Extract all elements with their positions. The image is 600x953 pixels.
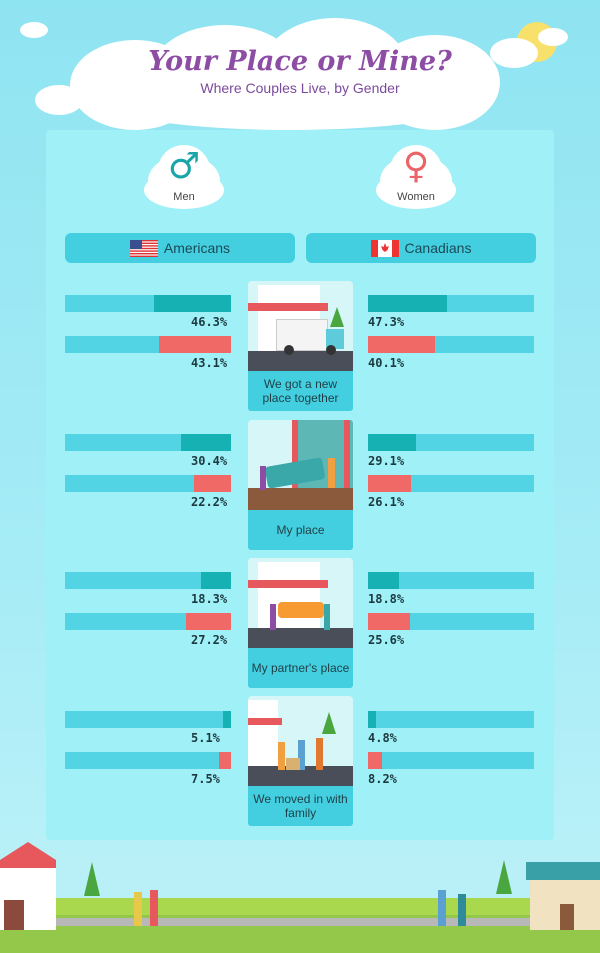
bar-track [65, 752, 231, 769]
bar-track [65, 295, 231, 312]
americans-men-bar [223, 711, 231, 728]
bar-track [368, 613, 534, 630]
female-icon: ♀ [402, 146, 430, 187]
bar-track [368, 336, 534, 353]
bar-track [368, 295, 534, 312]
value-label: 7.5% [191, 772, 220, 786]
men-badge: ♂ Men [144, 145, 224, 211]
category-card-family: We moved in with family [248, 696, 353, 826]
person-icon [134, 892, 142, 926]
americans-women-bar [159, 336, 231, 353]
category-card-my-place: My place [248, 420, 353, 550]
page-title: Your Place or Mine? [148, 46, 452, 77]
tree-icon [496, 860, 512, 894]
canadians-men-bar [368, 572, 399, 589]
bar-track [65, 572, 231, 589]
bar-track [368, 434, 534, 451]
value-label: 25.6% [368, 633, 405, 647]
left-house-icon [0, 860, 56, 930]
canadians-women-bar [368, 752, 382, 769]
americans-women-bar [186, 613, 231, 630]
canadians-men-bar [368, 295, 447, 312]
right-house-icon [530, 878, 600, 930]
value-label: 29.1% [368, 454, 405, 468]
canadians-men-bar [368, 711, 376, 728]
americans-men-bar [201, 572, 231, 589]
americans-women-bar [219, 752, 231, 769]
person-icon [438, 890, 446, 926]
tree-icon [84, 862, 100, 896]
person-icon [150, 890, 158, 926]
value-label: 30.4% [191, 454, 228, 468]
bar-track [65, 711, 231, 728]
canadians-women-bar [368, 613, 410, 630]
value-label: 5.1% [191, 731, 220, 745]
value-label: 47.3% [368, 315, 405, 329]
category-label: My place [276, 523, 325, 537]
bar-track [65, 613, 231, 630]
value-label: 4.8% [368, 731, 397, 745]
americans-label: Americans [163, 240, 231, 256]
value-label: 27.2% [191, 633, 228, 647]
us-flag-icon [129, 239, 158, 257]
value-label: 43.1% [191, 356, 228, 370]
americans-men-bar [154, 295, 231, 312]
bar-track [65, 475, 231, 492]
canadians-women-bar [368, 336, 435, 353]
americans-women-bar [194, 475, 231, 492]
value-label: 18.3% [191, 592, 228, 606]
canadians-men-bar [368, 434, 416, 451]
bar-track [368, 475, 534, 492]
value-label: 46.3% [191, 315, 228, 329]
category-label: My partner's place [251, 661, 350, 675]
moving-truck-illustration [248, 281, 353, 371]
value-label: 22.2% [191, 495, 228, 509]
bar-track [368, 711, 534, 728]
canadians-header: Canadians [306, 233, 536, 263]
category-card-partner-place: My partner's place [248, 558, 353, 688]
category-card-new-place: We got a new place together [248, 281, 353, 411]
women-label: Women [397, 191, 435, 203]
value-label: 18.8% [368, 592, 405, 606]
americans-header: Americans [65, 233, 295, 263]
male-icon: ♂ [167, 146, 201, 187]
bar-track [368, 572, 534, 589]
bar-track [368, 752, 534, 769]
category-label: We got a new place together [262, 377, 339, 405]
canadians-label: Canadians [404, 240, 472, 256]
partner-house-illustration [248, 558, 353, 648]
bar-track [65, 336, 231, 353]
canada-flag-icon [370, 239, 399, 257]
category-label: We moved in with family [253, 792, 348, 820]
value-label: 40.1% [368, 356, 405, 370]
value-label: 26.1% [368, 495, 405, 509]
canadians-women-bar [368, 475, 411, 492]
value-label: 8.2% [368, 772, 397, 786]
men-label: Men [173, 191, 195, 203]
americans-men-bar [181, 434, 231, 451]
family-illustration [248, 696, 353, 786]
page-subtitle: Where Couples Live, by Gender [200, 80, 400, 96]
bar-track [65, 434, 231, 451]
person-icon [458, 894, 466, 926]
women-badge: ♀ Women [376, 145, 456, 211]
sofa-illustration [248, 420, 353, 510]
